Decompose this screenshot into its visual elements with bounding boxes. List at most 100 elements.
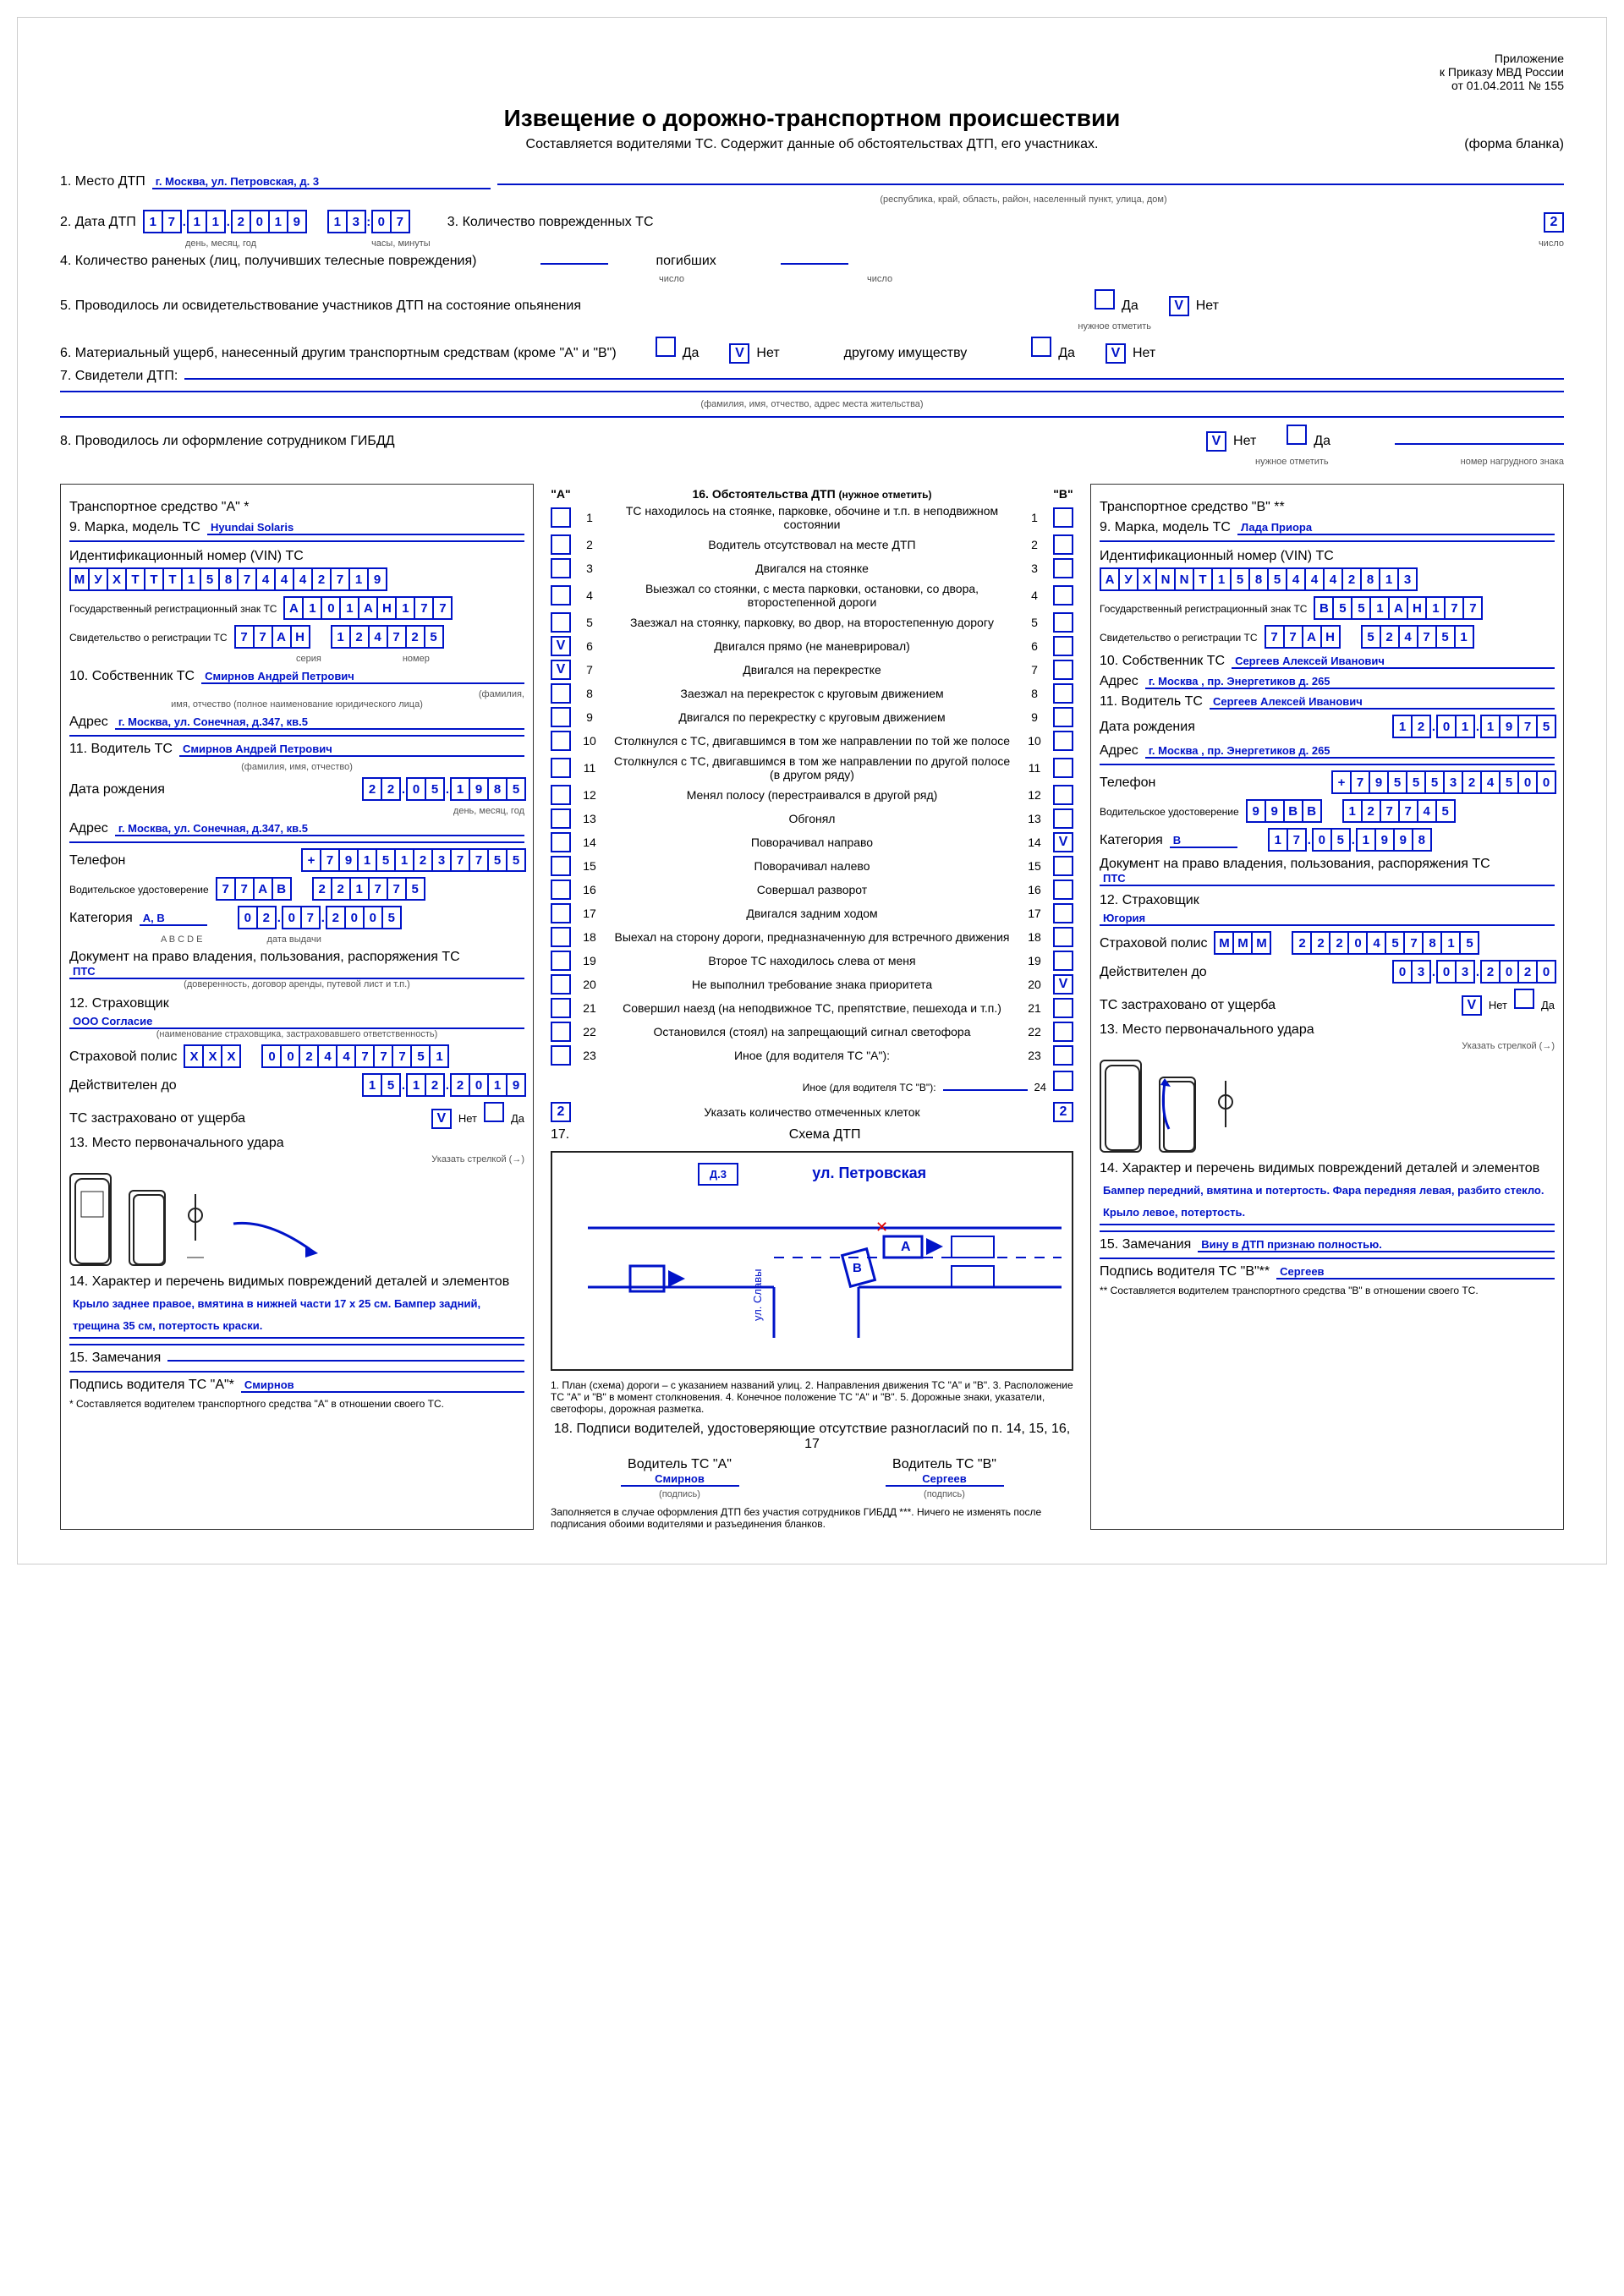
circ-a-check[interactable]: [551, 507, 571, 528]
circ-b-check[interactable]: [1053, 731, 1073, 751]
circumstance-row: 21 Совершил наезд (на неподвижное ТС, пр…: [551, 998, 1073, 1018]
circumstance-row: 22 Остановился (стоял) на запрещающий си…: [551, 1022, 1073, 1042]
circ-b-check[interactable]: [1053, 927, 1073, 947]
attachment-line2: к Приказу МВД России: [60, 65, 1564, 79]
circumstance-row: 23 Иное (для водителя ТС "А"): 23: [551, 1045, 1073, 1066]
circ-b-check[interactable]: [1053, 903, 1073, 923]
subtitle: Составляется водителями ТС. Содержит дан…: [526, 137, 1099, 152]
s4-dead[interactable]: [781, 263, 848, 265]
s2-time-hint: часы, минуты: [371, 238, 431, 249]
circ-a-check[interactable]: [551, 585, 571, 606]
circ-b-check[interactable]: [1053, 785, 1073, 805]
s4-dead-label: погибших: [656, 254, 716, 269]
s8-badge[interactable]: [1395, 443, 1564, 445]
circumstance-row: 2 Водитель отсутствовал на месте ДТП 2: [551, 534, 1073, 555]
s1-hint: (республика, край, область, район, насел…: [483, 195, 1564, 205]
circ-a-check[interactable]: [551, 1022, 571, 1042]
circ-a-check[interactable]: [551, 612, 571, 633]
circumstance-row: 5 Заезжал на стоянку, парковку, во двор,…: [551, 612, 1073, 633]
attachment-line3: от 01.04.2011 № 155: [60, 79, 1564, 92]
s8-net[interactable]: V: [1206, 431, 1226, 452]
vehicle-a-column: Транспортное средство "А" * 9. Марка, мо…: [60, 484, 534, 1530]
s5-net[interactable]: V: [1169, 296, 1189, 316]
circ-b-check[interactable]: [1053, 558, 1073, 578]
scheme-svg: А В ✕ ул. Славы: [562, 1186, 1062, 1338]
circ-a-check[interactable]: [551, 731, 571, 751]
s3-value[interactable]: 2: [1544, 212, 1564, 233]
circ-b-check[interactable]: [1053, 808, 1073, 829]
circ-b-check[interactable]: [1053, 707, 1073, 727]
circ-b-check[interactable]: [1053, 534, 1073, 555]
circ-b-check[interactable]: [1053, 612, 1073, 633]
s6-net2[interactable]: V: [1106, 343, 1126, 364]
circ-b-check[interactable]: [1053, 507, 1073, 528]
s6-da2[interactable]: [1031, 337, 1051, 357]
circ-a-check[interactable]: V: [551, 636, 571, 656]
circ-b-check[interactable]: V: [1053, 974, 1073, 995]
title: Извещение о дорожно-транспортном происше…: [60, 105, 1564, 132]
veha-vin[interactable]: MУXTTT15874442719: [69, 567, 386, 591]
circumstance-row: 17 Двигался задним ходом 17: [551, 903, 1073, 923]
circ-b-check[interactable]: [1053, 856, 1073, 876]
circ-a-check[interactable]: V: [551, 660, 571, 680]
circ-b-check[interactable]: [1053, 660, 1073, 680]
circ-b-check[interactable]: [1053, 1045, 1073, 1066]
circumstance-row: 1 ТС находилось на стоянке, парковке, об…: [551, 504, 1073, 531]
circ-b-check[interactable]: [1053, 1022, 1073, 1042]
circ-b-check[interactable]: [1053, 758, 1073, 778]
circ-a-check[interactable]: [551, 903, 571, 923]
svg-text:В: В: [853, 1261, 862, 1275]
s6-net[interactable]: V: [729, 343, 749, 364]
s6-label: 6. Материальный ущерб, нанесенный другим…: [60, 346, 617, 361]
circumstance-row: 9 Двигался по перекрестку с круговым дви…: [551, 707, 1073, 727]
circ-a-check[interactable]: [551, 683, 571, 704]
circ-b-check[interactable]: [1053, 585, 1073, 606]
circ-b-check[interactable]: [1053, 636, 1073, 656]
s8-da[interactable]: [1287, 425, 1307, 445]
circ-a-check[interactable]: [551, 707, 571, 727]
circ-a-check[interactable]: [551, 856, 571, 876]
s6-da[interactable]: [656, 337, 676, 357]
circ-a-check[interactable]: [551, 534, 571, 555]
veha-reg[interactable]: А101АН177: [283, 596, 451, 620]
s5-da[interactable]: [1095, 289, 1115, 310]
circumstance-row: V 6 Двигался прямо (не маневрировал) 6: [551, 636, 1073, 656]
circumstance-row: 14 Поворачивал направо 14 V: [551, 832, 1073, 852]
s2-date-boxes[interactable]: 17.11.2019: [143, 210, 305, 233]
circ-a-check[interactable]: [551, 758, 571, 778]
veha-model[interactable]: Hyundai Solaris: [207, 521, 524, 535]
circ-a-check[interactable]: [551, 1045, 571, 1066]
s7-value[interactable]: [184, 378, 1564, 380]
circ-b-check[interactable]: [1053, 879, 1073, 900]
circumstance-row: 4 Выезжал со стоянки, с места парковки, …: [551, 582, 1073, 609]
circ-b-check[interactable]: [1053, 998, 1073, 1018]
circ-a-check[interactable]: [551, 808, 571, 829]
s1-label: 1. Место ДТП: [60, 174, 145, 189]
circ-a-check[interactable]: [551, 832, 571, 852]
s7-hint: (фамилия, имя, отчество, адрес места жит…: [60, 399, 1564, 409]
circ-b-check[interactable]: V: [1053, 832, 1073, 852]
circ-b-check[interactable]: [1053, 951, 1073, 971]
s5-label: 5. Проводилось ли освидетельствование уч…: [60, 299, 581, 314]
svg-text:ул. Славы: ул. Славы: [751, 1269, 764, 1321]
circ-b-check[interactable]: [1053, 683, 1073, 704]
circumstance-row: 10 Столкнулся с ТС, двигавшимся в том же…: [551, 731, 1073, 751]
circumstance-row: 13 Обгонял 13: [551, 808, 1073, 829]
circ-a-check[interactable]: [551, 998, 571, 1018]
svg-text:А: А: [901, 1240, 911, 1254]
s7-label: 7. Свидетели ДТП:: [60, 369, 178, 384]
circumstance-row: 12 Менял полосу (перестраивался в другой…: [551, 785, 1073, 805]
form-type: (форма бланка): [1105, 137, 1564, 152]
circ-a-check[interactable]: [551, 951, 571, 971]
circumstance-row: 16 Совершал разворот 16: [551, 879, 1073, 900]
s8-label: 8. Проводилось ли оформление сотрудником…: [60, 434, 395, 449]
s1-value[interactable]: г. Москва, ул. Петровская, д. 3: [152, 175, 491, 189]
circ-a-check[interactable]: [551, 558, 571, 578]
circ-a-check[interactable]: [551, 879, 571, 900]
circ-a-check[interactable]: [551, 927, 571, 947]
circ-a-check[interactable]: [551, 974, 571, 995]
circ-a-check[interactable]: [551, 785, 571, 805]
s4-injured[interactable]: [540, 263, 608, 265]
s2-time-boxes[interactable]: 13:07: [327, 210, 409, 233]
circumstance-row: 3 Двигался на стоянке 3: [551, 558, 1073, 578]
